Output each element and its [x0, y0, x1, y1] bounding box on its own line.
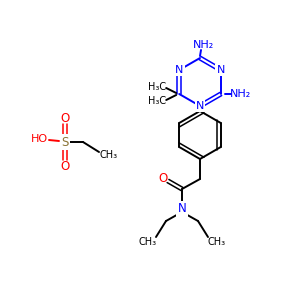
Text: NH₂: NH₂: [230, 89, 251, 99]
Text: CH₃: CH₃: [208, 237, 226, 247]
Text: N: N: [196, 101, 204, 111]
Text: CH₃: CH₃: [139, 237, 157, 247]
Text: H₃C: H₃C: [148, 82, 166, 92]
Text: O: O: [158, 172, 168, 184]
Text: N: N: [175, 65, 183, 75]
Text: H₃C: H₃C: [148, 96, 166, 106]
Text: S: S: [61, 136, 69, 148]
Text: O: O: [60, 160, 70, 172]
Text: NH₂: NH₂: [192, 40, 214, 50]
Text: N: N: [217, 65, 225, 75]
Text: N: N: [178, 202, 186, 215]
Text: CH₃: CH₃: [100, 150, 118, 160]
Text: HO: HO: [30, 134, 48, 144]
Text: O: O: [60, 112, 70, 124]
